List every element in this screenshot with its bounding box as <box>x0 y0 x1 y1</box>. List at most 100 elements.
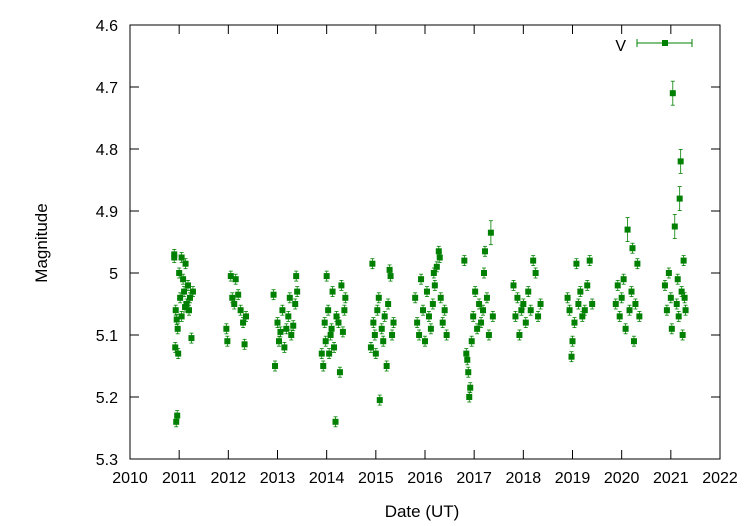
data-point <box>237 304 244 316</box>
data-point <box>370 317 377 329</box>
data-point <box>224 335 231 347</box>
data-point <box>173 314 180 325</box>
data-point <box>318 348 325 360</box>
data-point <box>464 354 471 366</box>
data-point <box>481 267 487 279</box>
data-point <box>338 279 345 291</box>
data-point <box>437 292 444 304</box>
data-point <box>321 317 328 329</box>
data-point <box>339 326 346 338</box>
data-point <box>530 255 537 267</box>
legend: V <box>615 38 693 55</box>
data-point <box>372 348 379 360</box>
data-point <box>180 273 187 285</box>
data-point <box>620 273 627 285</box>
data-point <box>322 335 329 347</box>
data-point <box>231 298 238 310</box>
data-point <box>581 304 588 316</box>
data-point <box>336 366 343 378</box>
data-point <box>478 317 485 329</box>
data-point <box>188 332 195 344</box>
data-point <box>422 335 428 347</box>
data-point <box>628 286 635 298</box>
data-point <box>663 304 670 316</box>
x-tick-label: 2011 <box>162 470 197 487</box>
x-tick-label: 2015 <box>358 470 394 487</box>
data-point <box>375 292 382 304</box>
y-tick-label: 5.1 <box>96 328 118 345</box>
data-point <box>430 267 437 279</box>
data-point <box>328 323 335 335</box>
data-point <box>564 292 571 304</box>
data-point <box>223 323 230 335</box>
data-point <box>675 310 682 322</box>
data-point <box>277 326 284 338</box>
data-point <box>481 245 488 257</box>
data-point <box>423 286 430 298</box>
data-point <box>480 304 487 316</box>
data-point <box>380 335 387 347</box>
data-point <box>323 270 330 282</box>
data-point <box>677 148 684 174</box>
data-point <box>674 273 681 285</box>
data-point <box>465 366 472 378</box>
data-point <box>272 360 279 372</box>
data-point <box>376 394 383 406</box>
y-tick-label: 4.8 <box>96 142 118 159</box>
legend-marker <box>662 40 668 46</box>
data-point <box>369 258 376 270</box>
data-point <box>429 298 436 310</box>
data-point <box>489 310 496 322</box>
data-point <box>341 304 348 316</box>
data-point <box>390 317 397 329</box>
data-point <box>634 258 641 270</box>
data-point <box>616 310 623 322</box>
data-point <box>286 292 293 304</box>
data-point <box>584 279 591 291</box>
data-point <box>569 335 576 347</box>
data-point <box>487 220 494 246</box>
x-tick-label: 2014 <box>309 470 345 487</box>
data-point <box>680 255 687 267</box>
y-tick-label: 4.6 <box>96 18 118 35</box>
data-point <box>232 273 239 285</box>
data-point <box>573 258 580 270</box>
data-point <box>441 304 448 316</box>
data-point <box>275 335 282 347</box>
x-axis-ticks: 2010 2011 2012 2013 2014 2015 2016 2017 2018 2019… <box>112 25 738 487</box>
data-point <box>175 348 182 360</box>
data-point <box>629 242 636 254</box>
data-point <box>182 301 189 313</box>
data-point <box>414 317 421 329</box>
data-point <box>320 360 327 372</box>
data-point <box>537 298 544 310</box>
x-tick-label: 2019 <box>555 470 591 487</box>
data-point <box>425 310 432 322</box>
data-point <box>332 416 339 428</box>
data-point <box>283 323 290 335</box>
data-point <box>290 320 297 332</box>
data-point <box>274 317 281 329</box>
data-point <box>468 335 475 347</box>
data-point <box>292 298 299 310</box>
data-point <box>630 335 637 347</box>
data-point <box>575 298 582 310</box>
data-point <box>466 391 473 403</box>
data-point <box>514 292 521 304</box>
data-point <box>285 310 292 322</box>
y-axis-label: Magnitude <box>32 203 51 282</box>
data-point <box>614 279 621 291</box>
y-tick-label: 4.9 <box>96 204 118 221</box>
data-point <box>669 80 676 106</box>
data-point <box>178 310 185 322</box>
data-point <box>326 348 333 360</box>
data-point <box>185 279 192 291</box>
data-point <box>485 329 492 341</box>
data-point <box>427 323 434 335</box>
data-point <box>671 214 678 239</box>
data-point <box>443 329 450 341</box>
data-point <box>227 270 234 282</box>
y-tick-label: 5.3 <box>96 452 118 469</box>
x-tick-label: 2018 <box>506 470 542 487</box>
data-point <box>571 317 578 329</box>
